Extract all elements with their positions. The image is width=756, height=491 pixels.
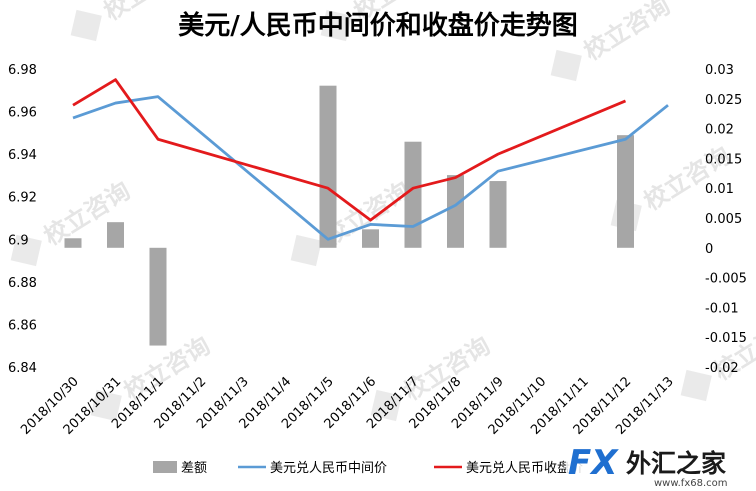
left-tick-label: 6.9: [8, 233, 29, 248]
watermark-text: 校立咨询: [579, 0, 675, 66]
watermark-diamond-icon: [370, 389, 402, 422]
bar-2018/11/8: [447, 175, 464, 248]
watermark-diamond-icon: [680, 369, 712, 402]
watermark: 校立咨询: [290, 176, 415, 267]
right-tick-label: 0.005: [705, 212, 742, 227]
watermark-diamond-icon: [10, 234, 42, 267]
bar-2018/11/12: [617, 135, 634, 248]
bar-2018/11/7: [404, 141, 422, 248]
left-axis-ticks: 6.98 6.96 6.94 6.92 6.9 6.88 6.86 6.84: [8, 63, 37, 376]
bar-2018/10/31: [107, 222, 124, 248]
watermark: 校立咨询: [70, 0, 195, 42]
watermark: 校立咨询: [680, 311, 756, 402]
legend: 差额 美元兑人民币中间价 美元兑人民币收盘价: [153, 460, 583, 476]
series-line-close-price: [72, 78, 627, 222]
watermark-diamond-icon: [290, 234, 322, 267]
legend-mid-label: 美元兑人民币中间价: [270, 461, 387, 476]
bar-series: [64, 85, 634, 346]
right-tick-label: 0.025: [705, 93, 742, 108]
legend-bar-label: 差额: [181, 461, 207, 476]
left-tick-label: 6.92: [8, 191, 37, 206]
right-tick-label: 0.01: [705, 182, 734, 197]
watermark-diamond-icon: [320, 9, 352, 42]
bar-2018/11/5: [319, 85, 337, 248]
fx68-logo: FX 外汇之家 www.fx68.com: [566, 440, 752, 489]
right-tick-label: -0.01: [705, 301, 739, 316]
legend-close-label: 美元兑人民币收盘价: [466, 460, 583, 476]
watermark-diamond-icon: [90, 389, 122, 422]
left-tick-label: 6.84: [8, 361, 37, 376]
right-tick-label: 0: [705, 242, 713, 257]
bar-2018/11/6: [362, 229, 379, 248]
left-tick-label: 6.98: [8, 63, 37, 78]
line-series: [72, 78, 669, 241]
left-tick-label: 6.94: [8, 148, 37, 163]
right-tick-label: 0.02: [705, 123, 734, 138]
right-tick-label: 0.03: [705, 63, 734, 78]
right-tick-label: 0.015: [705, 152, 742, 167]
right-axis-ticks: 0.03 0.025 0.02 0.015 0.01 0.005 0 -0.005 -0.01 -…: [705, 63, 747, 376]
watermark-text: 校立咨询: [119, 331, 215, 406]
series-line-mid-price: [72, 95, 669, 241]
logo-fx-text: FX: [568, 443, 619, 483]
watermark-diamond-icon: [70, 9, 102, 42]
logo-url-text: www.fx68.com: [654, 478, 728, 489]
chart-title: 美元/人民币中间价和收盘价走势图: [178, 10, 578, 41]
right-tick-label: -0.02: [705, 361, 739, 376]
logo-cn-text: 外汇之家: [626, 449, 726, 478]
watermark-diamond-icon: [550, 49, 582, 82]
left-tick-label: 6.96: [8, 106, 37, 121]
legend-bar-swatch: [153, 461, 177, 473]
bar-2018/10/30: [64, 238, 82, 248]
bar-2018/11/1: [149, 247, 167, 346]
left-tick-label: 6.88: [8, 276, 37, 291]
left-tick-label: 6.86: [8, 318, 37, 333]
bar-2018/11/9: [489, 181, 507, 248]
right-tick-label: -0.005: [705, 272, 747, 287]
right-tick-label: -0.015: [705, 331, 747, 346]
